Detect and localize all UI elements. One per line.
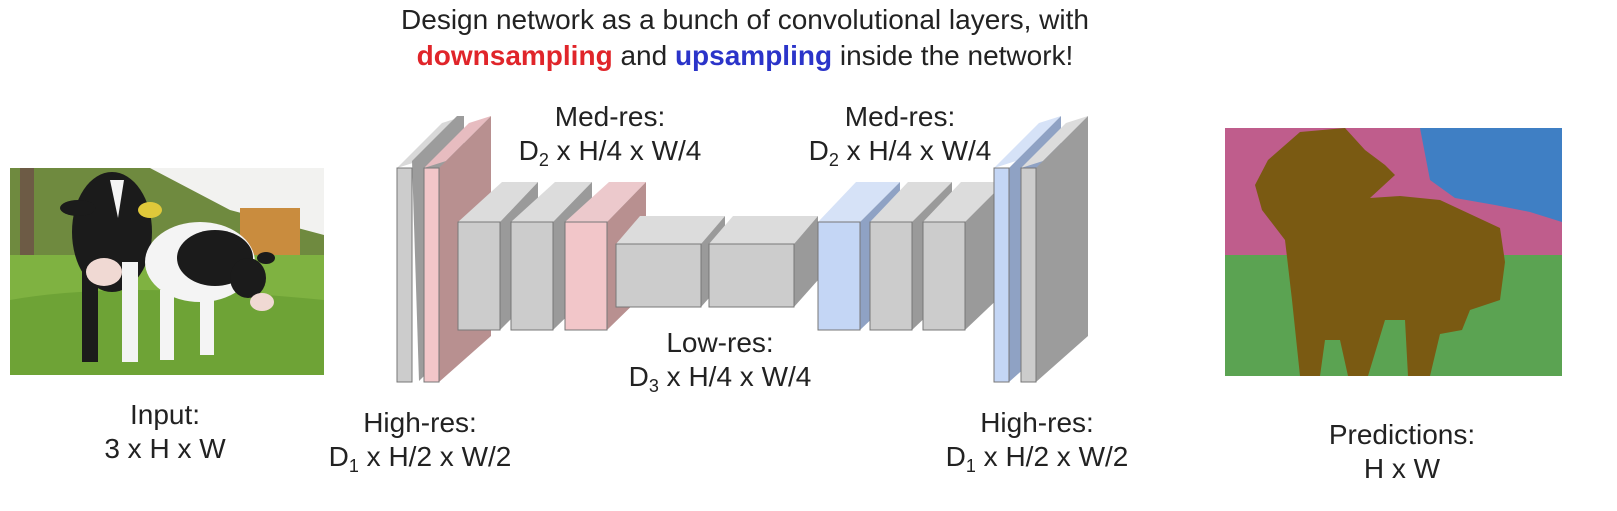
input-label-title: Input:: [129, 399, 201, 430]
title-line-2: downsampling and upsampling inside the n…: [0, 38, 1490, 74]
title-rest: inside the network!: [839, 40, 1074, 71]
med-res-right-shape: D2 x H/4 x W/4: [808, 135, 992, 170]
med-res-right-label: Med-res: D2 x H/4 x W/4: [780, 100, 1020, 177]
cow-left: [60, 172, 162, 362]
cow-right: [145, 222, 275, 360]
high-res-right-block-2: [1020, 116, 1088, 383]
downsampling-word: downsampling: [416, 40, 613, 71]
low-res-label: Low-res: D3 x H/4 x W/4: [600, 326, 840, 403]
high-res-left-title: High-res:: [363, 407, 477, 438]
title-line-1: Design network as a bunch of convolution…: [401, 4, 1089, 35]
high-res-right-label: High-res: D1 x H/2 x W/2: [917, 406, 1157, 483]
predictions-shape: H x W: [1363, 453, 1441, 484]
med-res-left-title: Med-res:: [554, 101, 666, 132]
high-res-right-shape: D1 x H/2 x W/2: [945, 441, 1129, 476]
title-and-word: and: [620, 40, 668, 71]
input-image: [10, 168, 324, 375]
predictions-label: Predictions: H x W: [1302, 418, 1502, 486]
med-res-left-shape: D2 x H/4 x W/4: [518, 135, 702, 170]
upsampling-word: upsampling: [674, 40, 833, 71]
predictions-title: Predictions:: [1328, 419, 1476, 450]
prediction-segmentation-map: [1225, 128, 1562, 376]
high-res-left-shape: D1 x H/2 x W/2: [328, 441, 512, 476]
med-res-right-title: Med-res:: [844, 101, 956, 132]
high-res-right-title: High-res:: [980, 407, 1094, 438]
low-res-shape: D3 x H/4 x W/4: [628, 361, 812, 396]
med-res-left-label: Med-res: D2 x H/4 x W/4: [490, 100, 730, 177]
input-label-shape: 3 x H x W: [104, 433, 226, 464]
input-label: Input: 3 x H x W: [80, 398, 250, 466]
high-res-left-label: High-res: D1 x H/2 x W/2: [300, 406, 540, 483]
low-res-block-2: [708, 216, 818, 308]
low-res-title: Low-res:: [666, 327, 774, 358]
title: Design network as a bunch of convolution…: [0, 2, 1490, 74]
